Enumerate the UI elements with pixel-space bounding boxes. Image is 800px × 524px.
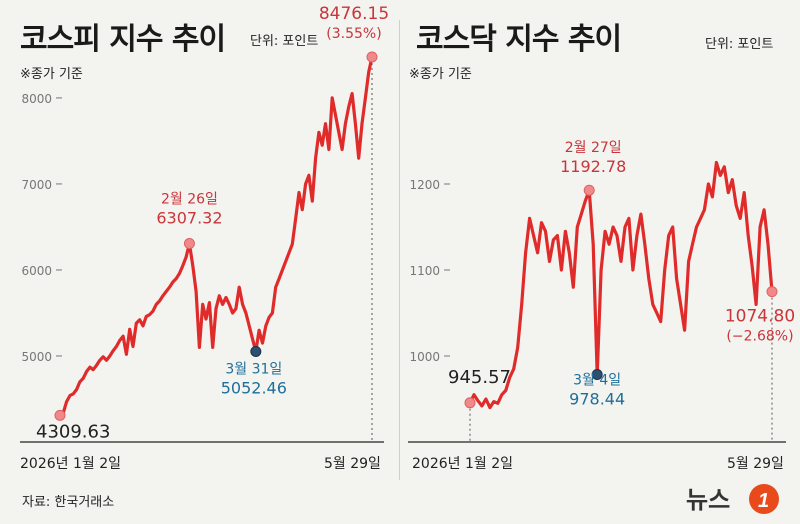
kosdaq-y-tick-label: 1200	[409, 178, 440, 192]
kospi-y-tick-label: 6000	[21, 264, 52, 278]
kosdaq-series-line	[468, 160, 774, 410]
kospi-annotation-value: 6307.32	[156, 209, 222, 228]
kospi-annotation-value: 8476.15	[319, 4, 389, 24]
kosdaq-marker-low	[591, 369, 603, 381]
kospi-marker-low	[250, 345, 262, 357]
kospi-x-end-label: 5월 29일	[324, 456, 381, 472]
kosdaq-note: ※종가 기준	[409, 67, 472, 82]
news1-logo: 뉴스 1	[686, 482, 786, 516]
kospi-annotation-date: 2월 26일	[161, 192, 218, 208]
kosdaq-unit: 단위: 포인트	[705, 37, 774, 52]
kospi-marker-high	[183, 238, 195, 250]
kosdaq-annotation-date: 3월 4일	[573, 373, 621, 389]
kospi-marker-end	[366, 51, 378, 63]
kospi-x-start-label: 2026년 1월 2일	[20, 456, 121, 472]
kosdaq-y-tick-label: 1000	[409, 350, 440, 364]
kosdaq-annotation-value: 945.57	[448, 367, 511, 388]
kosdaq-annotation-value: 1074.80	[725, 307, 795, 327]
kosdaq-marker-start	[464, 397, 476, 409]
kosdaq-marker-high	[583, 184, 595, 196]
kospi-note: ※종가 기준	[20, 67, 83, 82]
kosdaq-axes: 2026년 1월 2일 5월 29일	[408, 441, 786, 472]
svg-text:1: 1	[758, 490, 769, 512]
kospi-y-tick-label: 8000	[21, 92, 52, 106]
panel-divider	[399, 20, 400, 480]
kospi-series-line	[59, 56, 374, 417]
kospi-y-tick-label: 7000	[21, 178, 52, 192]
kosdaq-x-end-label: 5월 29일	[727, 456, 784, 472]
kosdaq-marker-end	[766, 286, 778, 298]
kospi-y-ticks: 5000 6000 7000 8000	[21, 92, 62, 364]
logo-text: 뉴스	[686, 487, 730, 514]
kospi-annotation-value: 4309.63	[36, 421, 110, 442]
source-label: 자료: 한국거래소	[22, 495, 115, 510]
kospi-y-tick-label: 5000	[21, 350, 52, 364]
kosdaq-annotation-value: 1192.78	[560, 157, 626, 176]
kosdaq-y-ticks: 1000 1100 1200	[409, 178, 450, 364]
logo-icon: 뉴스 1	[686, 484, 779, 514]
kospi-annotation-value: 5052.46	[221, 378, 287, 397]
kospi-annotation-change: (3.55%)	[326, 26, 381, 42]
kosdaq-x-start-label: 2026년 1월 2일	[412, 456, 513, 472]
kospi-axes: 2026년 1월 2일 5월 29일	[20, 441, 384, 472]
kosdaq-annotation-date: 2월 27일	[565, 140, 622, 156]
kosdaq-annotation-value: 978.44	[569, 390, 625, 409]
kosdaq-y-tick-label: 1100	[409, 264, 440, 278]
kosdaq-title: 코스닥 지수 추이	[416, 22, 622, 57]
kospi-annotation-date: 3월 31일	[225, 361, 282, 377]
kosdaq-annotation-change: (−2.68%)	[726, 329, 793, 345]
kospi-unit: 단위: 포인트	[250, 34, 319, 49]
kospi-title: 코스피 지수 추이	[20, 22, 226, 57]
kospi-marker-start	[54, 409, 66, 421]
